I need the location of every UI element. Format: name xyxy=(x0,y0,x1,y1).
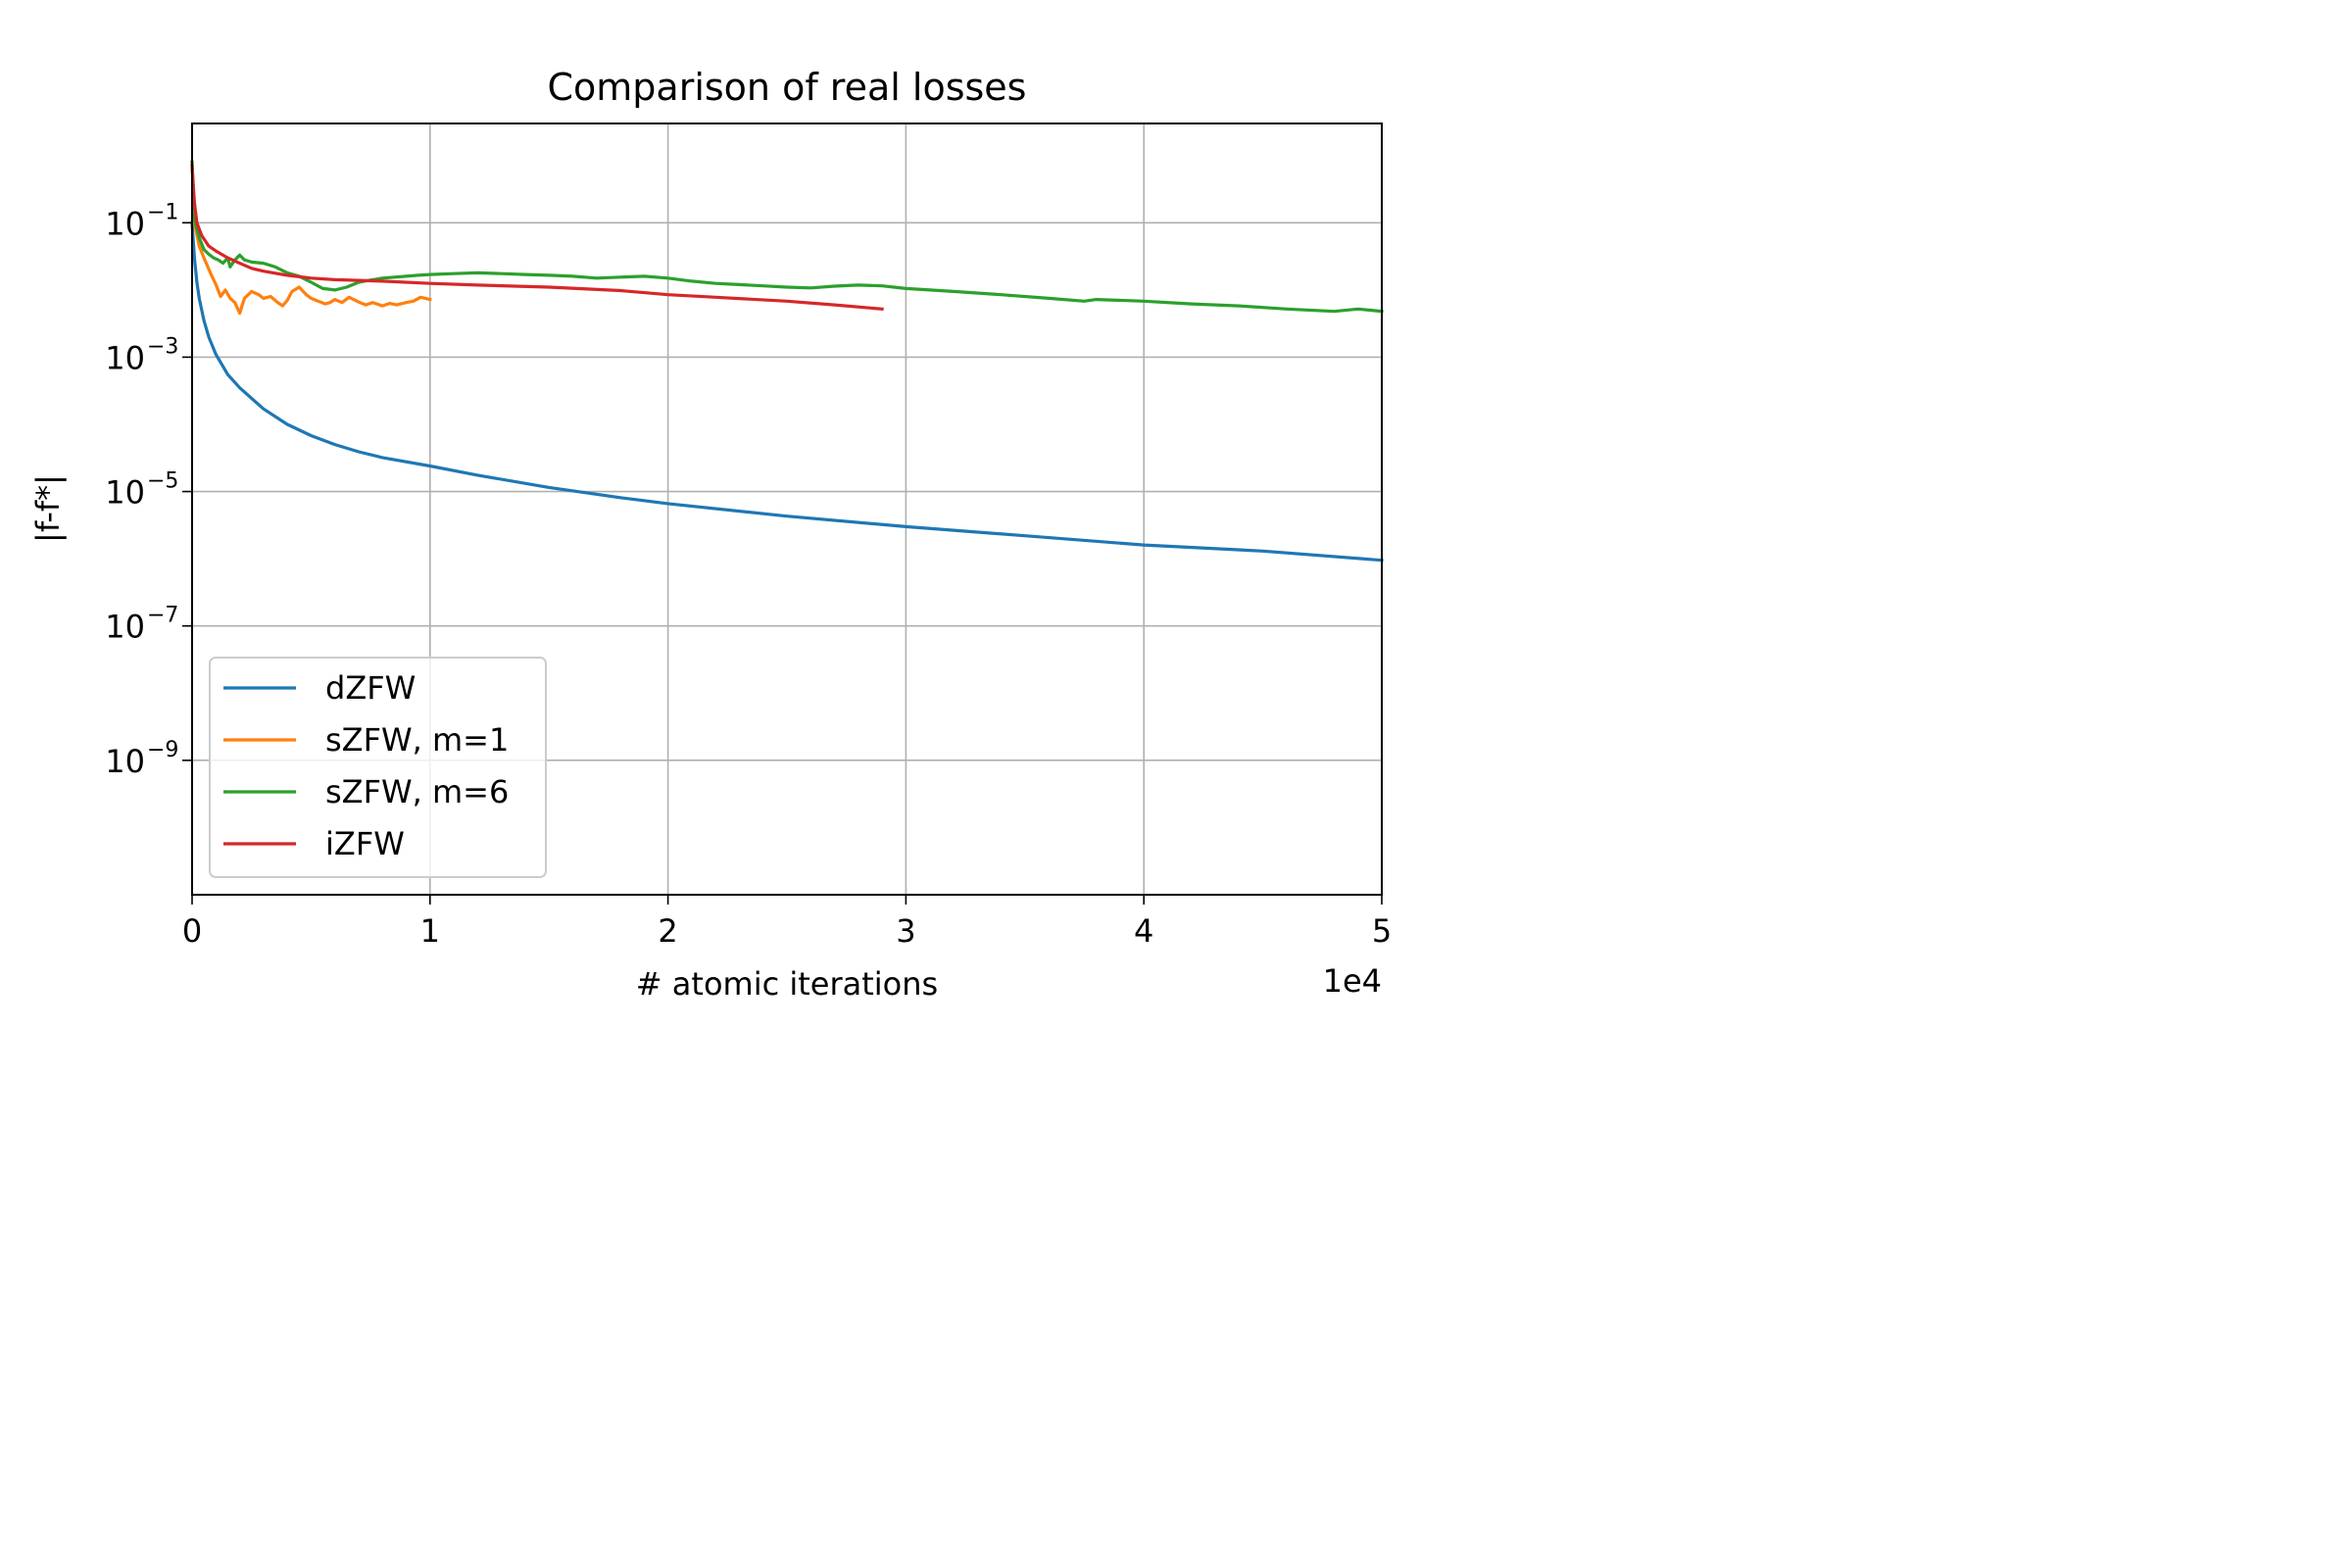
y-axis-ticks: 10−110−310−510−710−9 xyxy=(105,200,192,780)
legend-box xyxy=(209,657,547,878)
x-tick-label: 4 xyxy=(1134,912,1153,950)
y-tick-base: 10 xyxy=(105,339,145,376)
x-axis-label: # atomic iterations xyxy=(636,965,938,1003)
x-axis-ticks: 0 1 2 3 4 5 xyxy=(182,895,1392,950)
x-tick-label: 0 xyxy=(182,912,202,950)
x-tick-label: 3 xyxy=(896,912,915,950)
x-tick-label: 2 xyxy=(658,912,677,950)
chart-title: Comparison of real losses xyxy=(548,66,1027,109)
series-line-3 xyxy=(190,164,884,312)
x-tick-label: 1 xyxy=(420,912,440,950)
legend-label-3: iZFW xyxy=(325,825,405,862)
series-line-1 xyxy=(190,160,432,316)
legend-label-1: sZFW, m=1 xyxy=(325,721,509,759)
series-line-0 xyxy=(190,220,1384,563)
series-line-2 xyxy=(190,160,1384,314)
y-tick-base: 10 xyxy=(105,743,145,780)
y-tick-exponent: −9 xyxy=(147,738,178,762)
legend-label-0: dZFW xyxy=(325,669,416,707)
legend-label-2: sZFW, m=6 xyxy=(325,773,509,810)
y-tick-exponent: −5 xyxy=(147,469,178,494)
y-tick-base: 10 xyxy=(105,205,145,242)
y-tick-exponent: −3 xyxy=(147,334,178,359)
y-tick-label: 10 xyxy=(105,743,145,780)
y-axis-label: |f-f*| xyxy=(29,474,67,543)
y-tick-exponent: −7 xyxy=(147,604,178,628)
x-tick-label: 5 xyxy=(1372,912,1392,950)
y-tick-label: 10 xyxy=(105,474,145,512)
y-tick-label: 10 xyxy=(105,339,145,376)
y-tick-base: 10 xyxy=(105,609,145,646)
legend: dZFW sZFW, m=1 sZFW, m=6 iZFW xyxy=(209,657,547,878)
y-tick-label: 10 xyxy=(105,205,145,242)
series-lines xyxy=(190,160,1384,563)
y-tick-label: 10 xyxy=(105,609,145,646)
x-axis-offset-text: 1e4 xyxy=(1323,962,1382,1000)
plot-area-frame xyxy=(191,122,1383,896)
y-tick-base: 10 xyxy=(105,474,145,512)
y-tick-exponent: −1 xyxy=(147,200,178,224)
